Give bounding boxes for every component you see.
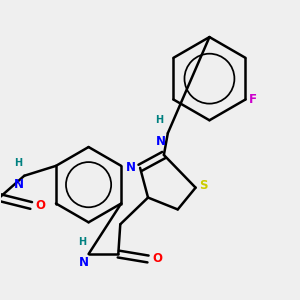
Text: S: S <box>200 179 208 192</box>
Text: O: O <box>35 199 45 212</box>
Text: H: H <box>14 158 22 168</box>
Text: N: N <box>79 256 88 269</box>
Text: H: H <box>155 115 163 125</box>
Text: H: H <box>79 237 87 247</box>
Text: F: F <box>248 93 256 106</box>
Text: O: O <box>152 253 162 266</box>
Text: N: N <box>14 178 24 191</box>
Text: N: N <box>126 161 136 174</box>
Text: N: N <box>156 135 166 148</box>
